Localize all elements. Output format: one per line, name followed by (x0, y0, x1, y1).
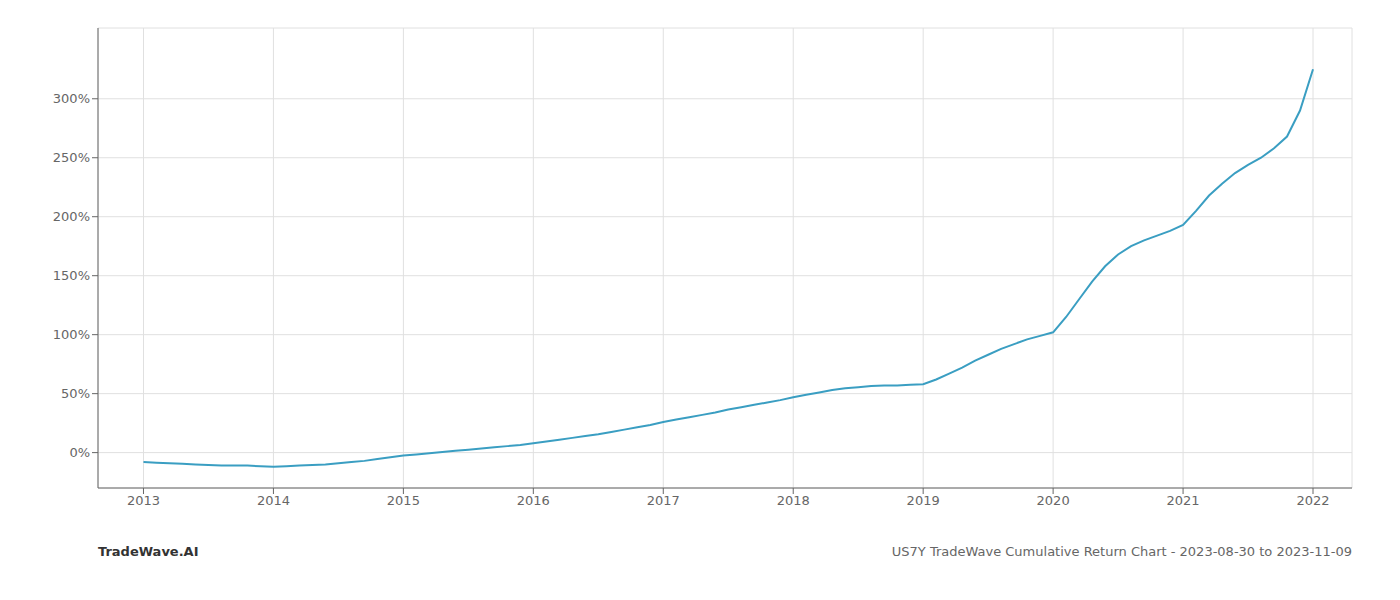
svg-text:250%: 250% (53, 150, 90, 165)
svg-text:50%: 50% (61, 386, 90, 401)
html-text:US7Y TradeWave Cumulative Retu: US7Y TradeWave Cumulative Return Chart -… (891, 544, 1352, 559)
svg-text:0%: 0% (69, 445, 90, 460)
svg-text:2017: 2017 (647, 493, 680, 508)
svg-text:2015: 2015 (387, 493, 420, 508)
svg-text:2020: 2020 (1037, 493, 1070, 508)
svg-text:100%: 100% (53, 327, 90, 342)
svg-text:2021: 2021 (1167, 493, 1200, 508)
svg-text:2022: 2022 (1296, 493, 1329, 508)
svg-text:2016: 2016 (517, 493, 550, 508)
svg-text:2019: 2019 (907, 493, 940, 508)
svg-text:2018: 2018 (777, 493, 810, 508)
svg-text:150%: 150% (53, 268, 90, 283)
svg-text:300%: 300% (53, 91, 90, 106)
svg-text:2014: 2014 (257, 493, 290, 508)
html-text:TradeWave.AI: TradeWave.AI (98, 544, 199, 559)
svg-text:200%: 200% (53, 209, 90, 224)
svg-text:2013: 2013 (127, 493, 160, 508)
